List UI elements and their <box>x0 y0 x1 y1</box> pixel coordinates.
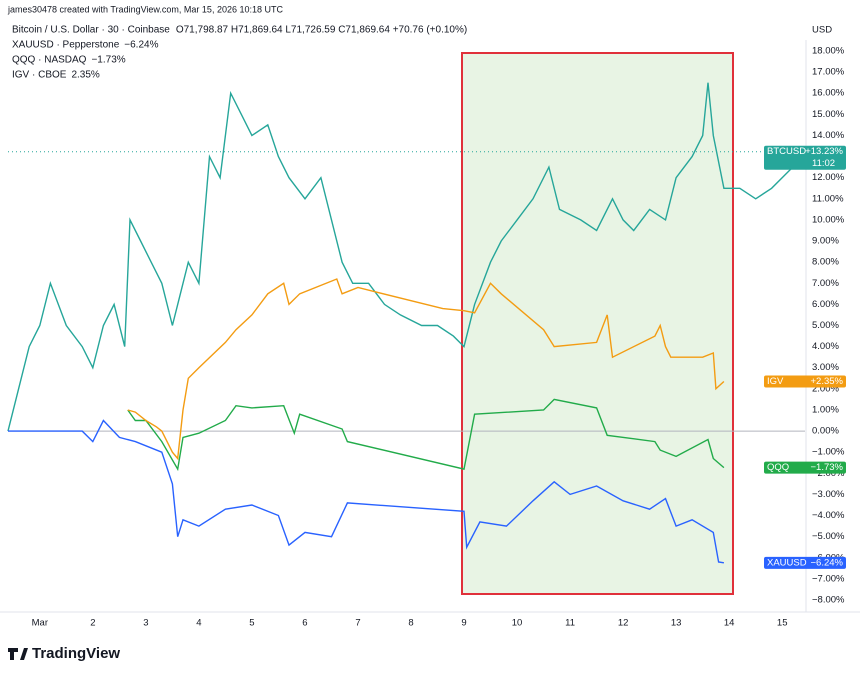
y-tick-label: 12.00% <box>812 172 845 183</box>
legend-label: IGV · CBOE <box>12 70 67 81</box>
series-line <box>127 398 725 472</box>
series-line <box>127 278 725 461</box>
legend-label: Bitcoin / U.S. Dollar · 30 · Coinbase <box>12 25 170 36</box>
price-tag-name: XAUUSD <box>767 557 807 568</box>
highlight-box <box>461 52 734 595</box>
x-tick-label: 6 <box>302 618 307 629</box>
legend-label: XAUUSD · Pepperstone <box>12 40 120 51</box>
y-tick-label: 6.00% <box>812 299 839 310</box>
y-tick-label: 15.00% <box>812 109 845 120</box>
y-tick-label: −5.00% <box>812 531 845 542</box>
y-tick-label: 5.00% <box>812 320 839 331</box>
x-tick-label: 8 <box>408 618 413 629</box>
y-tick-label: 18.00% <box>812 46 845 57</box>
x-tick-label: 15 <box>777 618 788 629</box>
price-tag-value: +2.35% <box>811 376 844 387</box>
legend-ohlc: O71,798.87 H71,869.64 L71,726.59 C71,869… <box>176 25 467 36</box>
logo: TradingView <box>32 645 120 662</box>
price-tag <box>764 145 846 170</box>
x-tick-label: 5 <box>249 618 254 629</box>
legend-label: QQQ · NASDAQ <box>12 55 87 66</box>
y-tick-label: 4.00% <box>812 341 839 352</box>
price-tag-time: 11:02 <box>812 158 835 169</box>
y-tick-label: −8.00% <box>812 595 845 606</box>
y-tick-label: −1.00% <box>812 447 845 458</box>
series-line <box>8 419 725 564</box>
x-tick-label: 3 <box>143 618 148 629</box>
y-tick-label: 17.00% <box>812 67 845 78</box>
legend-change: 2.35% <box>71 70 99 81</box>
x-tick-label: 10 <box>512 618 523 629</box>
x-tick-label: 7 <box>355 618 360 629</box>
watermark: james30478 created with TradingView.com,… <box>7 4 283 14</box>
price-tag <box>764 556 846 569</box>
y-tick-label: 0.00% <box>812 426 839 437</box>
y-tick-label: 8.00% <box>812 257 839 268</box>
price-tag-name: BTCUSD <box>767 146 806 157</box>
price-tag-name: IGV <box>767 376 784 387</box>
price-tag-value: +13.23% <box>805 146 843 157</box>
x-tick-label: Mar <box>32 618 48 629</box>
y-tick-label: −4.00% <box>812 510 845 521</box>
price-tag <box>764 375 846 388</box>
price-tag <box>764 461 846 474</box>
y-tick-label: 3.00% <box>812 362 839 373</box>
legend-change: −6.24% <box>124 40 158 51</box>
y-tick-label: 9.00% <box>812 236 839 247</box>
x-tick-label: 11 <box>565 618 575 629</box>
x-tick-label: 4 <box>196 618 201 629</box>
y-tick-label: −7.00% <box>812 573 845 584</box>
y-tick-label: −3.00% <box>812 489 845 500</box>
x-tick-label: 12 <box>618 618 629 629</box>
x-tick-label: 9 <box>461 618 466 629</box>
x-tick-label: 13 <box>671 618 682 629</box>
logo-icon <box>8 648 28 660</box>
y-tick-label: 10.00% <box>812 214 845 225</box>
currency: USD <box>812 25 832 36</box>
y-tick-label: 16.00% <box>812 88 845 99</box>
price-tag-name: QQQ <box>767 462 789 473</box>
y-tick-label: 14.00% <box>812 130 845 141</box>
price-tag-value: −1.73% <box>811 462 844 473</box>
x-tick-label: 14 <box>724 618 735 629</box>
legend-change: −1.73% <box>91 55 125 66</box>
y-tick-label: 7.00% <box>812 278 839 289</box>
series-line <box>7 82 802 432</box>
y-tick-label: 2.00% <box>812 383 839 394</box>
price-tag-value: −6.24% <box>811 557 844 568</box>
x-tick-label: 2 <box>90 618 95 629</box>
legend: Bitcoin / U.S. Dollar · 30 · Coinbase O71… <box>12 25 467 81</box>
y-tick-label: 11.00% <box>812 193 844 204</box>
y-tick-label: 1.00% <box>812 404 839 415</box>
